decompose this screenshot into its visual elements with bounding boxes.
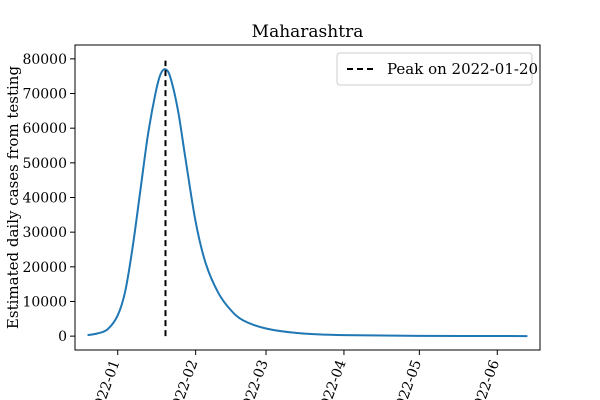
x-tick-label: 2022-02 bbox=[166, 358, 201, 400]
y-tick-label: 80000 bbox=[22, 52, 67, 68]
y-tick-label: 60000 bbox=[22, 121, 67, 137]
legend-box bbox=[336, 52, 533, 86]
y-ticks: 0 10000 20000 30000 40000 50000 60000 70000 8000… bbox=[22, 52, 75, 345]
y-tick-label: 50000 bbox=[22, 156, 67, 172]
axes-frame bbox=[74, 44, 541, 351]
x-tick-label: 2022-03 bbox=[237, 358, 272, 400]
x-ticks: 2022-01 2022-02 2022-03 2022-04 2022-05 2022-… bbox=[89, 350, 503, 400]
legend: Peak on 2022-01-20 bbox=[336, 52, 538, 86]
y-tick-label: 10000 bbox=[22, 294, 67, 310]
y-tick-label: 0 bbox=[58, 329, 67, 345]
y-tick-label: 70000 bbox=[22, 87, 67, 103]
y-tick-label: 30000 bbox=[22, 225, 67, 241]
x-tick-label: 2022-06 bbox=[468, 358, 503, 400]
chart-title: Maharashtra bbox=[252, 22, 364, 42]
y-tick-label: 20000 bbox=[22, 260, 67, 276]
series-line-0 bbox=[87, 68, 528, 338]
y-axis-label: Estimated daily cases from testing bbox=[4, 66, 22, 330]
legend-label-peak: Peak on 2022-01-20 bbox=[387, 60, 538, 78]
x-tick-label: 2022-05 bbox=[390, 358, 425, 400]
x-tick-label: 2022-04 bbox=[315, 358, 350, 400]
x-tick-label: 2022-01 bbox=[89, 358, 124, 400]
series-layer bbox=[87, 68, 528, 338]
y-tick-label: 40000 bbox=[22, 191, 67, 207]
